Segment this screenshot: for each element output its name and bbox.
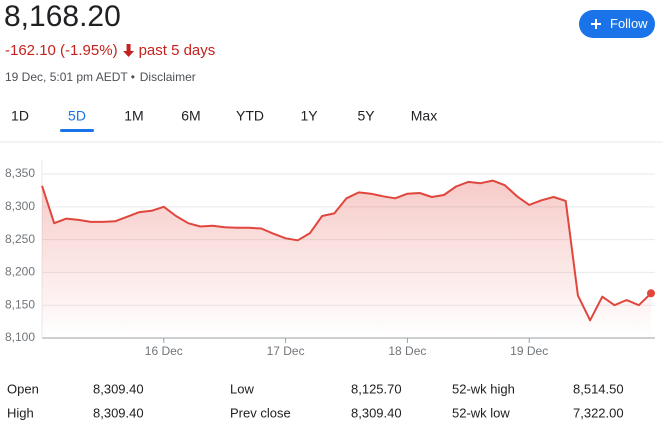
tab[interactable]: 1Y (300, 108, 318, 124)
tab[interactable]: 5Y (357, 108, 375, 124)
plus-icon (591, 19, 601, 29)
y-tick-label: 8,200 (5, 265, 35, 279)
follow-button[interactable]: Follow (579, 10, 655, 38)
down-arrow (123, 44, 135, 57)
follow-label[interactable]: Follow (610, 16, 648, 31)
y-tick-label: 8,100 (5, 330, 35, 344)
tab[interactable]: Max (411, 108, 437, 124)
timestamp: 19 Dec, 5:01 pm AEDT (5, 70, 128, 84)
tab[interactable]: 6M (181, 108, 200, 124)
stat-label: Low (230, 381, 254, 396)
change-period: past 5 days (139, 42, 216, 59)
x-tick-label: 18 Dec (388, 344, 426, 358)
tab[interactable]: 1D (11, 108, 29, 124)
tab-underline (60, 129, 94, 132)
stat-label: Open (7, 381, 39, 396)
y-tick-label: 8,250 (5, 232, 35, 246)
y-tick-label: 8,300 (5, 199, 35, 213)
tab[interactable]: 5D (68, 108, 86, 124)
stats-table: Open 8,309.40 Low 8,125.70 52-wk high 8,514.5… (7, 381, 624, 420)
stat-value: 8,125.70 (351, 381, 402, 396)
y-tick-label: 8,150 (5, 297, 35, 311)
stat-value: 7,322.00 (573, 405, 624, 420)
bullet-separator: • (131, 70, 135, 84)
stat-value: 8,514.50 (573, 381, 624, 396)
x-tick-label: 16 Dec (145, 344, 183, 358)
tab[interactable]: YTD (236, 108, 264, 124)
price-change: -162.10 (-1.95%) (5, 42, 118, 59)
line (41, 179, 652, 322)
chart: 8,100 8,150 8,200 8,250 8,300 8,350 16 Dec 17 D… (5, 159, 655, 358)
stat-value: 8,309.40 (351, 405, 402, 420)
stat-value: 8,309.40 (93, 381, 144, 396)
last-point (647, 289, 655, 298)
stat-label: Prev close (230, 405, 291, 420)
x-tick-label: 19 Dec (510, 344, 548, 358)
tabs: 1D 5D 1M 6M YTD 1Y 5Y Max (11, 108, 437, 132)
x-tick-label: 17 Dec (267, 344, 305, 358)
area (42, 180, 651, 338)
price: 8,168.20 (4, 0, 121, 33)
stat-label: 52-wk high (452, 381, 515, 396)
stat-label: 52-wk low (452, 405, 510, 420)
stat-value: 8,309.40 (93, 405, 144, 420)
follow-button-bg[interactable] (579, 10, 655, 38)
tab[interactable]: 1M (124, 108, 143, 124)
y-tick-label: 8,350 (5, 166, 35, 180)
stat-label: High (7, 405, 34, 420)
disclaimer-link[interactable]: Disclaimer (140, 70, 196, 84)
